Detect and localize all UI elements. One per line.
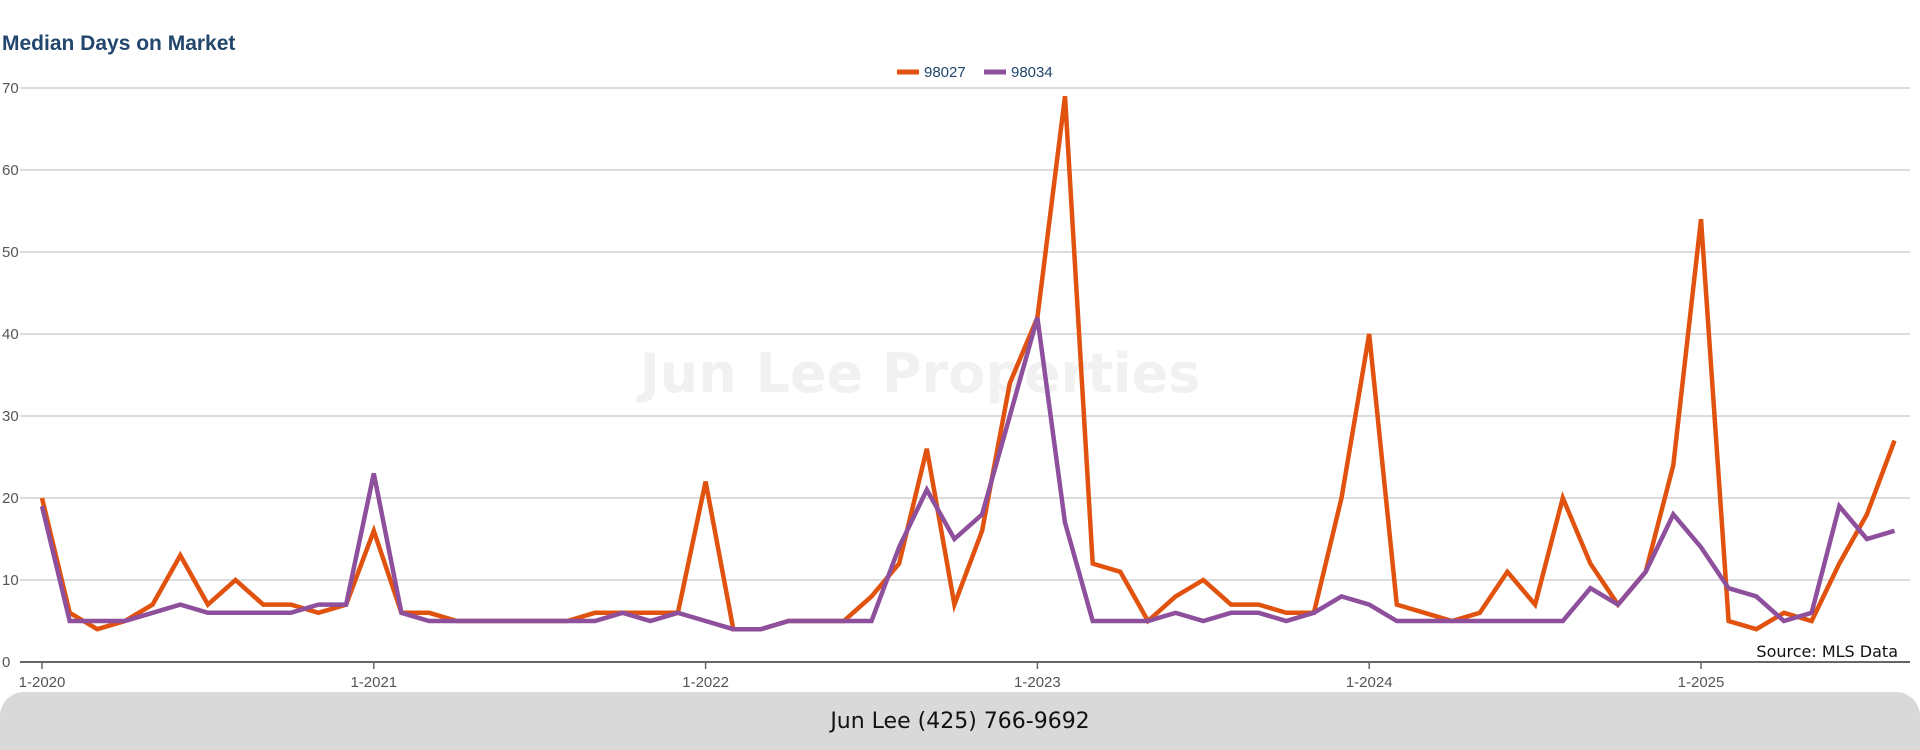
y-tick-label: 20 xyxy=(2,490,19,507)
footer-bar: Jun Lee (425) 766-9692 xyxy=(0,692,1920,750)
chart-title: Median Days on Market xyxy=(2,32,236,55)
footer-contact: Jun Lee (425) 766-9692 xyxy=(830,708,1090,734)
y-tick-label: 60 xyxy=(2,162,19,179)
legend: 98027 98034 xyxy=(897,64,1053,81)
x-tick-label: 1-2025 xyxy=(1678,674,1725,691)
x-tick-label: 1-2020 xyxy=(19,674,66,691)
source-note: Source: MLS Data xyxy=(1756,642,1898,661)
x-tick-label: 1-2022 xyxy=(682,674,729,691)
y-tick-label: 70 xyxy=(2,80,19,97)
legend-label-98034: 98034 xyxy=(1011,64,1053,81)
x-tick-label: 1-2023 xyxy=(1014,674,1061,691)
y-tick-label: 0 xyxy=(2,654,10,671)
series-group xyxy=(39,95,1897,632)
y-tick-label: 40 xyxy=(2,326,19,343)
x-tick-label: 1-2024 xyxy=(1346,674,1393,691)
legend-label-98027: 98027 xyxy=(924,64,966,81)
x-tick-label: 1-2021 xyxy=(350,674,397,691)
series-line-98034 xyxy=(39,316,1896,632)
line-chart: Jun Lee Properties 0 10 20 30 40 50 60 70 1-2020… xyxy=(2,64,1910,691)
y-tick-label: 10 xyxy=(2,572,19,589)
y-tick-label: 50 xyxy=(2,244,19,261)
y-tick-label: 30 xyxy=(2,408,19,425)
watermark: Jun Lee Properties xyxy=(636,342,1201,405)
axes: 0 10 20 30 40 50 60 70 1-2020 1-2021 1-2022 1-2023 1… xyxy=(2,80,1724,691)
